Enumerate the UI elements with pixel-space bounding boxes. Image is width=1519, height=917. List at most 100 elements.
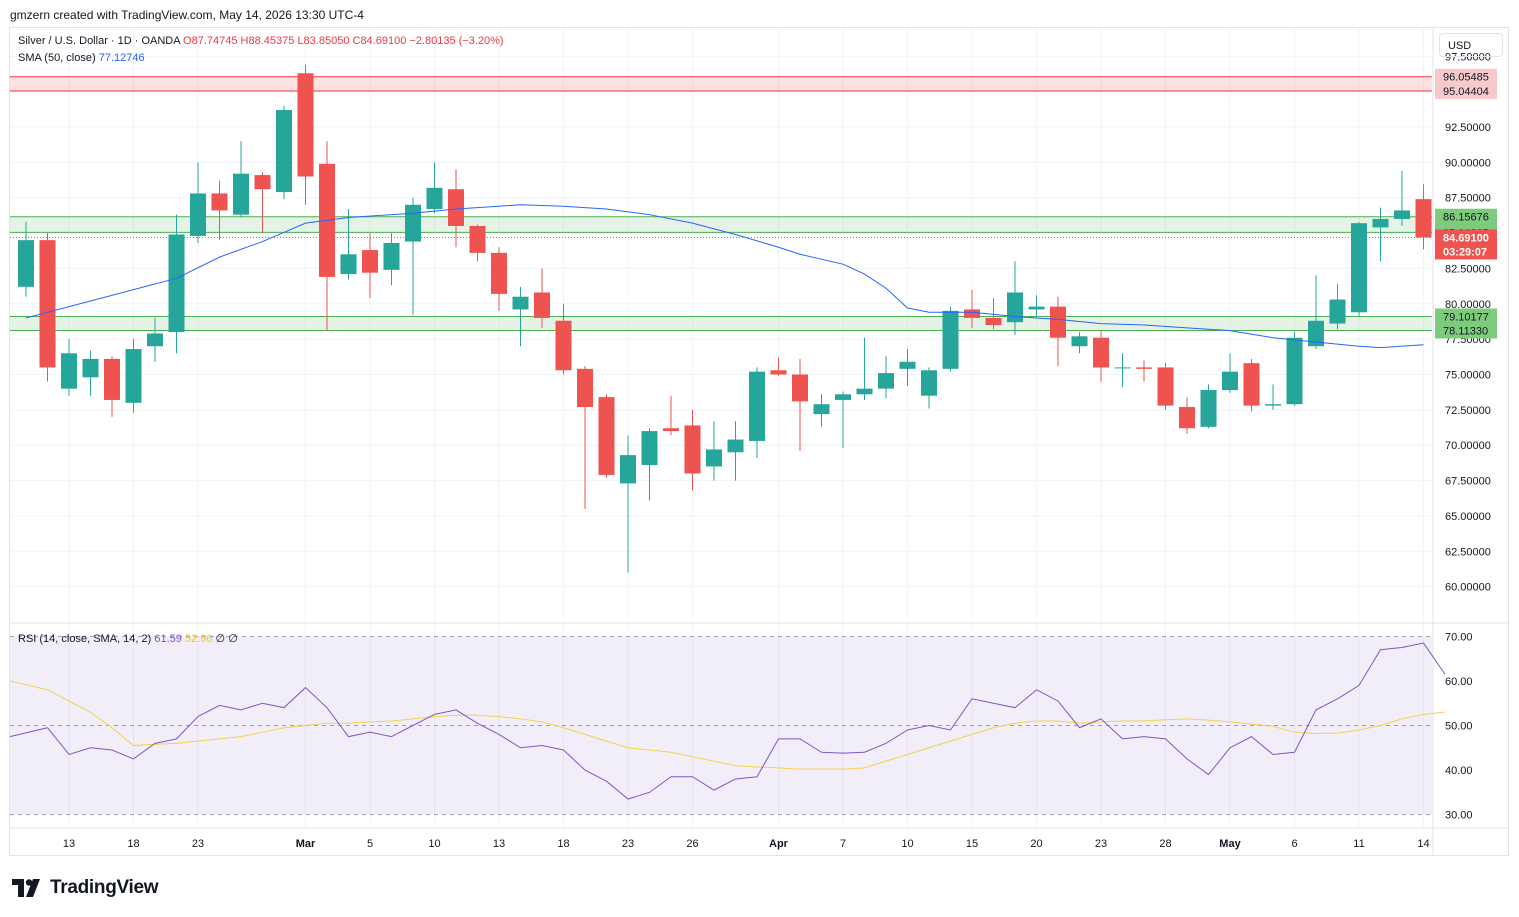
time-tick-label: May [1219,838,1241,850]
candle-up [620,455,636,484]
candle-down [770,370,787,375]
green-zone [10,316,1432,331]
time-tick-label: 10 [901,838,913,850]
candle-down [39,240,56,368]
price-tick-label: 80.00000 [1445,299,1491,311]
low-value: L83.85050 [297,35,350,47]
time-tick-label: 15 [966,838,978,850]
candle-up [1007,292,1023,323]
sma-label: SMA (50, close) [18,52,96,64]
price-label-bg [1435,229,1497,246]
price-tick-label: 65.00000 [1445,511,1491,523]
rsi-tick-label: 60.00 [1445,676,1473,688]
logo-text: TradingView [50,877,159,898]
time-tick-label: 7 [840,838,846,850]
time-tick-label: 23 [192,838,204,850]
ohlc-legend[interactable]: Silver / U.S. Dollar · 1D · OANDA O87.74… [18,35,504,47]
red-zone [10,76,1432,92]
price-tick-label: 87.50000 [1445,193,1491,205]
candle-down [555,320,572,371]
price-tick-label: 67.50000 [1445,476,1491,488]
price-label: 86.15676 [1443,212,1489,224]
time-tick-label: Apr [769,838,789,850]
candle-down [577,368,593,408]
time-tick-label: 13 [493,838,505,850]
rsi-band [10,635,1432,816]
price-tick-label: 92.50000 [1445,122,1491,134]
candle-up [1071,336,1088,347]
candle-down [684,425,701,474]
candle-up [190,193,206,236]
change-value: −2.80135 (−3.20%) [409,35,504,47]
candle-up [921,370,937,396]
price-tick-label: 97.50000 [1445,51,1491,63]
candle-up [61,353,77,389]
time-tick-label: 5 [367,838,373,850]
candle-up [168,234,185,333]
tradingview-logo-icon [12,879,40,897]
support-resistance-zones [10,76,1432,331]
rsi-legend[interactable]: RSI (14, close, SMA, 14, 2) 61.59 52.96 … [18,632,238,645]
price-label-bg [1435,243,1497,260]
rsi-extra-2: ∅ [228,633,238,645]
candle-up [405,204,421,242]
candle-up [1286,337,1303,405]
rsi-tick-label: 70.00 [1445,631,1473,643]
candle-up [1265,404,1281,406]
candle-down [598,397,615,475]
sma-legend[interactable]: SMA (50, close) 77.12746 [18,52,145,64]
rsi-tick-label: 30.00 [1445,810,1473,822]
time-tick-label: 13 [63,838,75,850]
candle-down [1136,367,1152,369]
price-label-bg [1435,83,1497,100]
candle-down [1415,199,1432,238]
rsi-line [9,642,1446,800]
candle-up [340,254,357,275]
time-tick-label: 6 [1291,838,1297,850]
candle-down [469,226,486,253]
candle-up [1351,223,1367,313]
price-labels: 96.0548595.0440486.1567685.0486584.69100… [1435,68,1497,339]
price-label: 79.10177 [1443,311,1489,323]
candle-down [254,175,271,190]
candle-down [534,292,550,318]
time-tick-label: 11 [1353,838,1364,850]
candle-down [1243,363,1260,406]
candle-up [426,187,443,210]
candle-up [125,349,142,403]
candle-down [362,250,378,273]
price-tick-label: 82.50000 [1445,263,1491,275]
sma-line [25,204,1424,349]
candle-up [1372,218,1389,228]
price-label: 95.04404 [1443,86,1489,98]
candle-up [233,173,249,215]
time-tick-label: 10 [428,838,440,850]
price-label-bg [1435,68,1497,85]
price-label-bg [1435,322,1497,339]
price-tick-label: 60.00000 [1445,582,1491,594]
time-tick-label: 23 [1095,838,1107,850]
candle-up [1394,210,1410,219]
candle-up [1028,306,1045,310]
tradingview-logo[interactable]: TradingView [12,877,159,899]
time-tick-label: 28 [1159,838,1171,850]
candle-down [297,73,314,177]
time-tick-label: 20 [1030,838,1042,850]
rsi-tick-label: 40.00 [1445,765,1473,777]
time-tick-label: 18 [127,838,139,850]
high-value: H88.45375 [240,35,295,47]
header-caption: gmzern created with TradingView.com, May… [10,8,364,22]
rsi-ma-line [9,680,1446,770]
candle-up [706,449,722,467]
rsi-tick-label: 50.00 [1445,721,1473,733]
candle-up [856,388,873,395]
symbol-label: Silver / U.S. Dollar · 1D · OANDA [18,35,180,47]
rsi-value: 61.59 [154,633,182,645]
price-tick-label: 70.00000 [1445,440,1491,452]
candle-up [899,361,916,369]
currency-selector[interactable]: USD [1439,33,1503,57]
candle-up [1222,371,1238,391]
candle-up [1308,320,1324,347]
rsi-label: RSI (14, close, SMA, 14, 2) [18,633,152,645]
